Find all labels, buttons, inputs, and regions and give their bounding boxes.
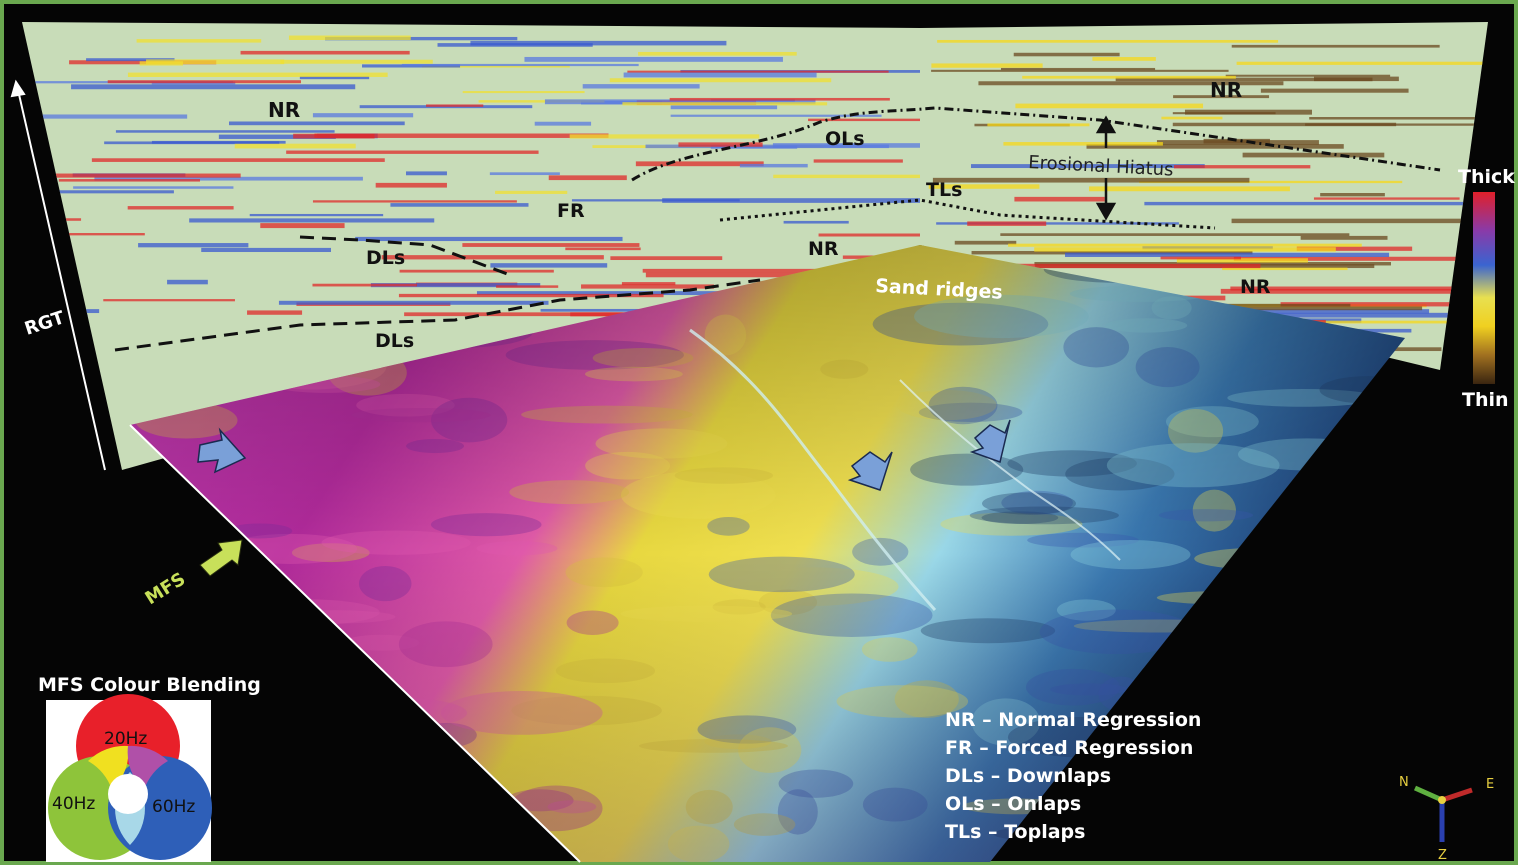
gizmo-label-n: N <box>1399 775 1409 790</box>
scale-label-thin: Thin <box>1462 389 1509 411</box>
label-dls-lower: DLs <box>375 330 414 352</box>
colour-blending-legend: MFS Colour Blending 20Hz 40Hz 60Hz <box>38 674 261 862</box>
label-tls: TLs <box>926 179 962 201</box>
circle-label-20hz: 20Hz <box>104 729 147 749</box>
label-nr-top-right: NR <box>1210 78 1242 102</box>
label-nr-top-left: NR <box>268 98 300 122</box>
label-nr-right-lower: NR <box>1240 276 1271 298</box>
abbreviation-list: NR – Normal Regression FR – Forced Regre… <box>945 709 1201 843</box>
label-ols: OLs <box>825 128 865 150</box>
abbrev-dls: DLs – Downlaps <box>945 765 1111 787</box>
arrow-center <box>847 451 893 491</box>
label-fr: FR <box>557 200 585 222</box>
axis-n <box>1413 785 1444 803</box>
axis-e <box>1441 787 1473 803</box>
abbrev-tls: TLs – Toplaps <box>945 821 1085 843</box>
axes-gizmo: N E Z <box>1399 775 1494 863</box>
gizmo-label-z: Z <box>1438 848 1447 863</box>
abbrev-fr: FR – Forced Regression <box>945 737 1193 759</box>
label-dls-upper: DLs <box>366 247 405 269</box>
thickness-scale: Thick Thin <box>1458 166 1515 411</box>
abbrev-nr: NR – Normal Regression <box>945 709 1201 731</box>
feature-arrows <box>197 419 1011 491</box>
blend-legend-title: MFS Colour Blending <box>38 674 261 696</box>
arrow-right <box>969 419 1011 463</box>
gizmo-label-e: E <box>1486 777 1494 792</box>
circle-label-40hz: 40Hz <box>52 794 95 814</box>
scale-label-thick: Thick <box>1458 166 1515 188</box>
interpretation-lines <box>114 106 1441 352</box>
label-nr-mid: NR <box>808 238 839 260</box>
mfs-arrow <box>199 539 243 577</box>
arrow-left <box>197 427 247 474</box>
circle-label-60hz: 60Hz <box>152 797 195 817</box>
hiatus-arrow <box>1095 115 1117 221</box>
abbrev-ols: OLs – Onlaps <box>945 793 1081 815</box>
left-seismic-section <box>22 22 920 470</box>
rgt-axis-arrow <box>10 79 106 471</box>
scale-bar <box>1473 192 1495 384</box>
